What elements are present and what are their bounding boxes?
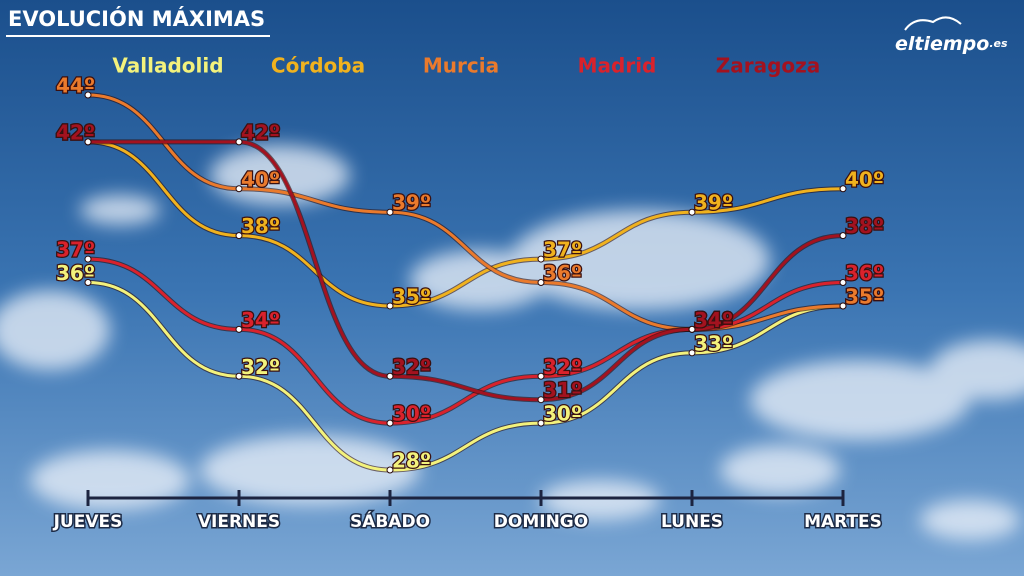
clouds — [0, 145, 1024, 540]
point — [839, 185, 847, 193]
value-label: 34º — [694, 308, 733, 332]
series-line — [87, 140, 844, 308]
value-label: 39º — [392, 191, 431, 215]
point — [537, 279, 545, 286]
x-tick-label: SÁBADO — [350, 510, 430, 532]
point — [537, 372, 545, 380]
value-label: 37º — [56, 238, 95, 262]
point — [537, 396, 545, 404]
point — [84, 91, 92, 99]
value-label: 32º — [543, 355, 582, 379]
legend-entry: Murcia — [423, 54, 499, 78]
point — [235, 325, 243, 333]
value-label: 40º — [845, 167, 884, 191]
x-tick-label: MARTES — [804, 512, 882, 532]
point — [235, 372, 243, 380]
value-label: 35º — [845, 284, 884, 308]
legend-entry: Valladolid — [112, 54, 223, 78]
point — [84, 279, 92, 286]
value-label: 32º — [241, 355, 280, 379]
value-label: 34º — [694, 308, 733, 332]
value-label: 36º — [543, 261, 582, 285]
value-label: 38º — [845, 214, 884, 238]
point — [84, 138, 92, 146]
value-label: 34º — [694, 308, 733, 332]
point — [386, 419, 394, 427]
value-label: 30º — [543, 402, 582, 426]
point — [235, 138, 243, 146]
point — [688, 325, 696, 333]
x-tick-label: VIERNES — [198, 512, 280, 532]
title: EVOLUCIÓN MÁXIMAS — [8, 6, 265, 31]
value-label: 37º — [543, 238, 582, 262]
value-label: 42º — [241, 120, 280, 144]
value-label: 31º — [543, 378, 582, 402]
value-label: 44º — [56, 74, 95, 98]
value-label: 34º — [241, 308, 280, 332]
logo-suffix: .es — [989, 37, 1008, 50]
series-line — [87, 281, 844, 472]
point — [537, 255, 545, 263]
legend-entry: Córdoba — [271, 54, 365, 78]
point — [235, 185, 243, 193]
value-label: 33º — [694, 331, 733, 355]
logo-cloud — [904, 16, 962, 31]
point — [839, 279, 847, 286]
x-tick-label: DOMINGO — [494, 512, 588, 532]
legend-entry: Madrid — [578, 54, 657, 78]
point — [386, 372, 394, 380]
value-label: 30º — [392, 402, 431, 426]
value-label: 35º — [392, 284, 431, 308]
logo-name: eltiempo — [895, 33, 989, 55]
value-label: 28º — [392, 449, 431, 473]
value-label: 38º — [241, 214, 280, 238]
point — [84, 255, 92, 263]
value-label: 36º — [845, 261, 884, 285]
point — [386, 466, 394, 474]
value-label: 32º — [392, 355, 431, 379]
point — [688, 208, 696, 216]
x-tick-label: JUEVES — [53, 512, 123, 532]
point — [537, 419, 545, 427]
point — [386, 208, 394, 216]
value-label: 36º — [56, 261, 95, 285]
x-tick-label: LUNES — [661, 512, 723, 532]
logo: eltiempo.es — [895, 33, 1008, 55]
value-label: 35º — [845, 284, 884, 308]
point — [839, 232, 847, 240]
point — [688, 349, 696, 357]
point — [386, 302, 394, 310]
legend-entry: Zaragoza — [716, 54, 821, 78]
value-label: 40º — [241, 167, 280, 191]
point — [839, 302, 847, 310]
point — [235, 232, 243, 240]
value-label: 42º — [56, 120, 95, 144]
value-label: 39º — [694, 191, 733, 215]
